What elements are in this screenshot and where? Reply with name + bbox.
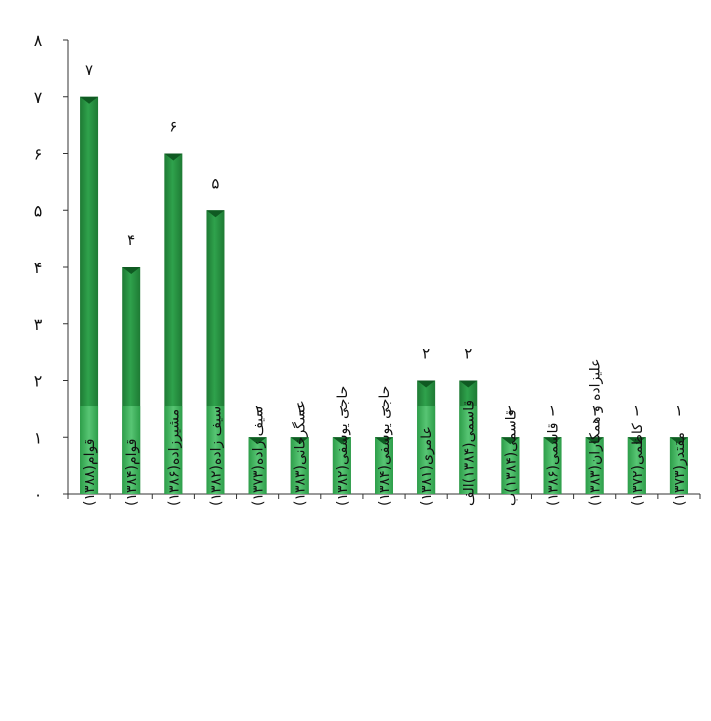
category-label: کاظمی(۱۳۷۲) (630, 423, 646, 506)
category-label: مقتدر(۱۳۷۳) (672, 432, 688, 506)
data-label: ۷ (85, 61, 93, 79)
data-label: ۱ (506, 401, 514, 419)
bar (669, 437, 688, 494)
data-label: ۲ (422, 345, 430, 363)
bar-lower-shade (80, 406, 99, 494)
data-label: ۵ (211, 174, 219, 192)
category-label: قوام(۱۳۸۴) (124, 439, 140, 507)
data-label: ۱ (549, 401, 557, 419)
bar (332, 437, 351, 494)
bar-lower-shade (332, 437, 351, 494)
category-label: علیزاده و همکاران(۱۳۸۳) (588, 359, 604, 506)
bar-lower-shade (122, 406, 141, 494)
bar-top-bevel (164, 153, 183, 161)
data-label: ۱ (380, 401, 388, 419)
bar (627, 437, 646, 494)
y-tick-label: ۴ (34, 258, 43, 277)
data-label: ۱ (675, 401, 683, 419)
category-label: مشیرزاده(۱۳۸۶) (166, 409, 182, 506)
bar (164, 153, 183, 494)
bar-lower-shade (375, 437, 393, 494)
y-tick-label: ۶ (34, 145, 43, 164)
data-label: ۲ (464, 345, 472, 363)
bar (585, 437, 604, 494)
bar (248, 437, 267, 494)
bar (543, 437, 562, 494)
y-tick-label: ۸ (34, 31, 43, 50)
bar-top-bevel (80, 96, 99, 104)
bar-lower-shade (206, 406, 225, 494)
data-label: ۱ (338, 401, 346, 419)
bar-body (80, 96, 99, 494)
bar (501, 437, 520, 494)
category-label: سیف زاده(۱۳۷۳) (251, 406, 267, 506)
bar-lower-shade (669, 437, 688, 494)
bar-lower-shade (417, 406, 436, 494)
bar-top-bevel (332, 437, 351, 445)
category-label: عامری(۱۳۸۱) (419, 426, 435, 506)
category-label: قاسمی(۱۳۸۴)الف (461, 400, 477, 506)
bar-lower-shade (459, 406, 478, 494)
data-label: ۴ (127, 231, 135, 249)
data-label: ۱ (591, 401, 599, 419)
bar (206, 210, 225, 494)
bar (80, 96, 99, 494)
category-label: قاسمی(۱۳۸۴)ب (503, 409, 519, 506)
bar-top-bevel (543, 437, 562, 445)
category-label: حاجی یوسفی(۱۳۸۲) (335, 386, 351, 506)
bar-top-bevel (417, 380, 436, 388)
bar-lower-shade (501, 437, 520, 494)
category-label: حاجی یوسفی(۱۳۸۴) (377, 386, 393, 506)
bar-top-bevel (290, 437, 309, 445)
y-tick-label: ۲ (34, 372, 43, 391)
bar-lower-shade (248, 437, 267, 494)
bar-top-bevel (375, 437, 393, 445)
y-tick-label: ۷ (34, 88, 43, 107)
category-label: قوام(۱۳۸۸) (82, 439, 98, 507)
bar (290, 437, 309, 494)
bar-top-bevel (459, 380, 478, 388)
bar-top-bevel (248, 437, 267, 445)
y-tick-label: ۱ (34, 428, 43, 447)
bar-lower-shade (627, 437, 646, 494)
category-label: عسگرخانی(۱۳۸۳) (292, 400, 309, 506)
category-label: قاسمی(۱۳۸۶) (546, 423, 562, 506)
category-label: سیف زاده(۱۳۸۲) (208, 406, 224, 506)
bar (417, 380, 436, 494)
y-tick-label: ۳ (34, 315, 43, 334)
data-label: ۱ (633, 401, 641, 419)
bar-lower-shade (164, 406, 183, 494)
y-tick-label: ۵ (34, 201, 43, 220)
data-label: ۱ (296, 401, 304, 419)
bar-lower-shade (543, 437, 562, 494)
bar (375, 437, 393, 494)
bar-top-bevel (627, 437, 646, 445)
bar (459, 380, 478, 494)
bar (122, 267, 141, 494)
bar-top-bevel (669, 437, 688, 445)
bar-top-bevel (122, 267, 141, 274)
bar-top-bevel (585, 437, 604, 445)
y-tick-label: ۰ (34, 485, 43, 504)
bar-top-bevel (501, 437, 520, 445)
data-label: ۶ (169, 118, 177, 136)
bar-top-bevel (206, 210, 225, 218)
bar-lower-shade (290, 437, 309, 494)
data-label: ۱ (254, 401, 262, 419)
bar-lower-shade (585, 437, 604, 494)
